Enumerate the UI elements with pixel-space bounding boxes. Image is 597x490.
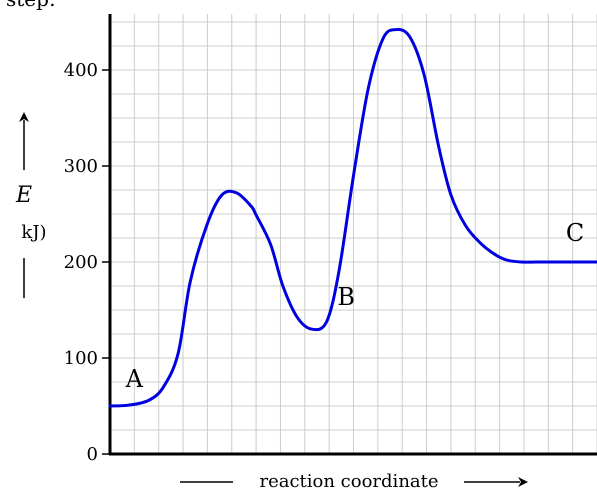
y-label-symbol: E xyxy=(15,183,32,208)
grid xyxy=(110,14,597,454)
energy-curve xyxy=(108,27,597,408)
point-label-b: B xyxy=(337,283,355,311)
y-tick-label: 0 xyxy=(87,444,98,465)
y-label-unit: kJ) xyxy=(21,222,46,243)
y-axis-ticks: 0 100 200 300 400 xyxy=(64,60,110,465)
point-label-c: C xyxy=(566,219,584,247)
x-label-text: reaction coordinate xyxy=(259,471,438,490)
header-fragment: step: xyxy=(6,0,56,11)
y-tick-label: 100 xyxy=(64,348,98,369)
y-tick-label: 300 xyxy=(64,156,98,177)
y-axis-label: E kJ) xyxy=(15,112,47,298)
point-labels: A B C xyxy=(125,219,585,393)
x-axis-label: reaction coordinate xyxy=(180,471,528,490)
y-label-arrow-head-icon xyxy=(19,112,29,122)
point-label-a: A xyxy=(125,365,144,393)
y-tick-label: 200 xyxy=(64,252,98,273)
y-tick-label: 400 xyxy=(64,60,98,81)
x-label-arrow-head-icon xyxy=(518,477,528,487)
